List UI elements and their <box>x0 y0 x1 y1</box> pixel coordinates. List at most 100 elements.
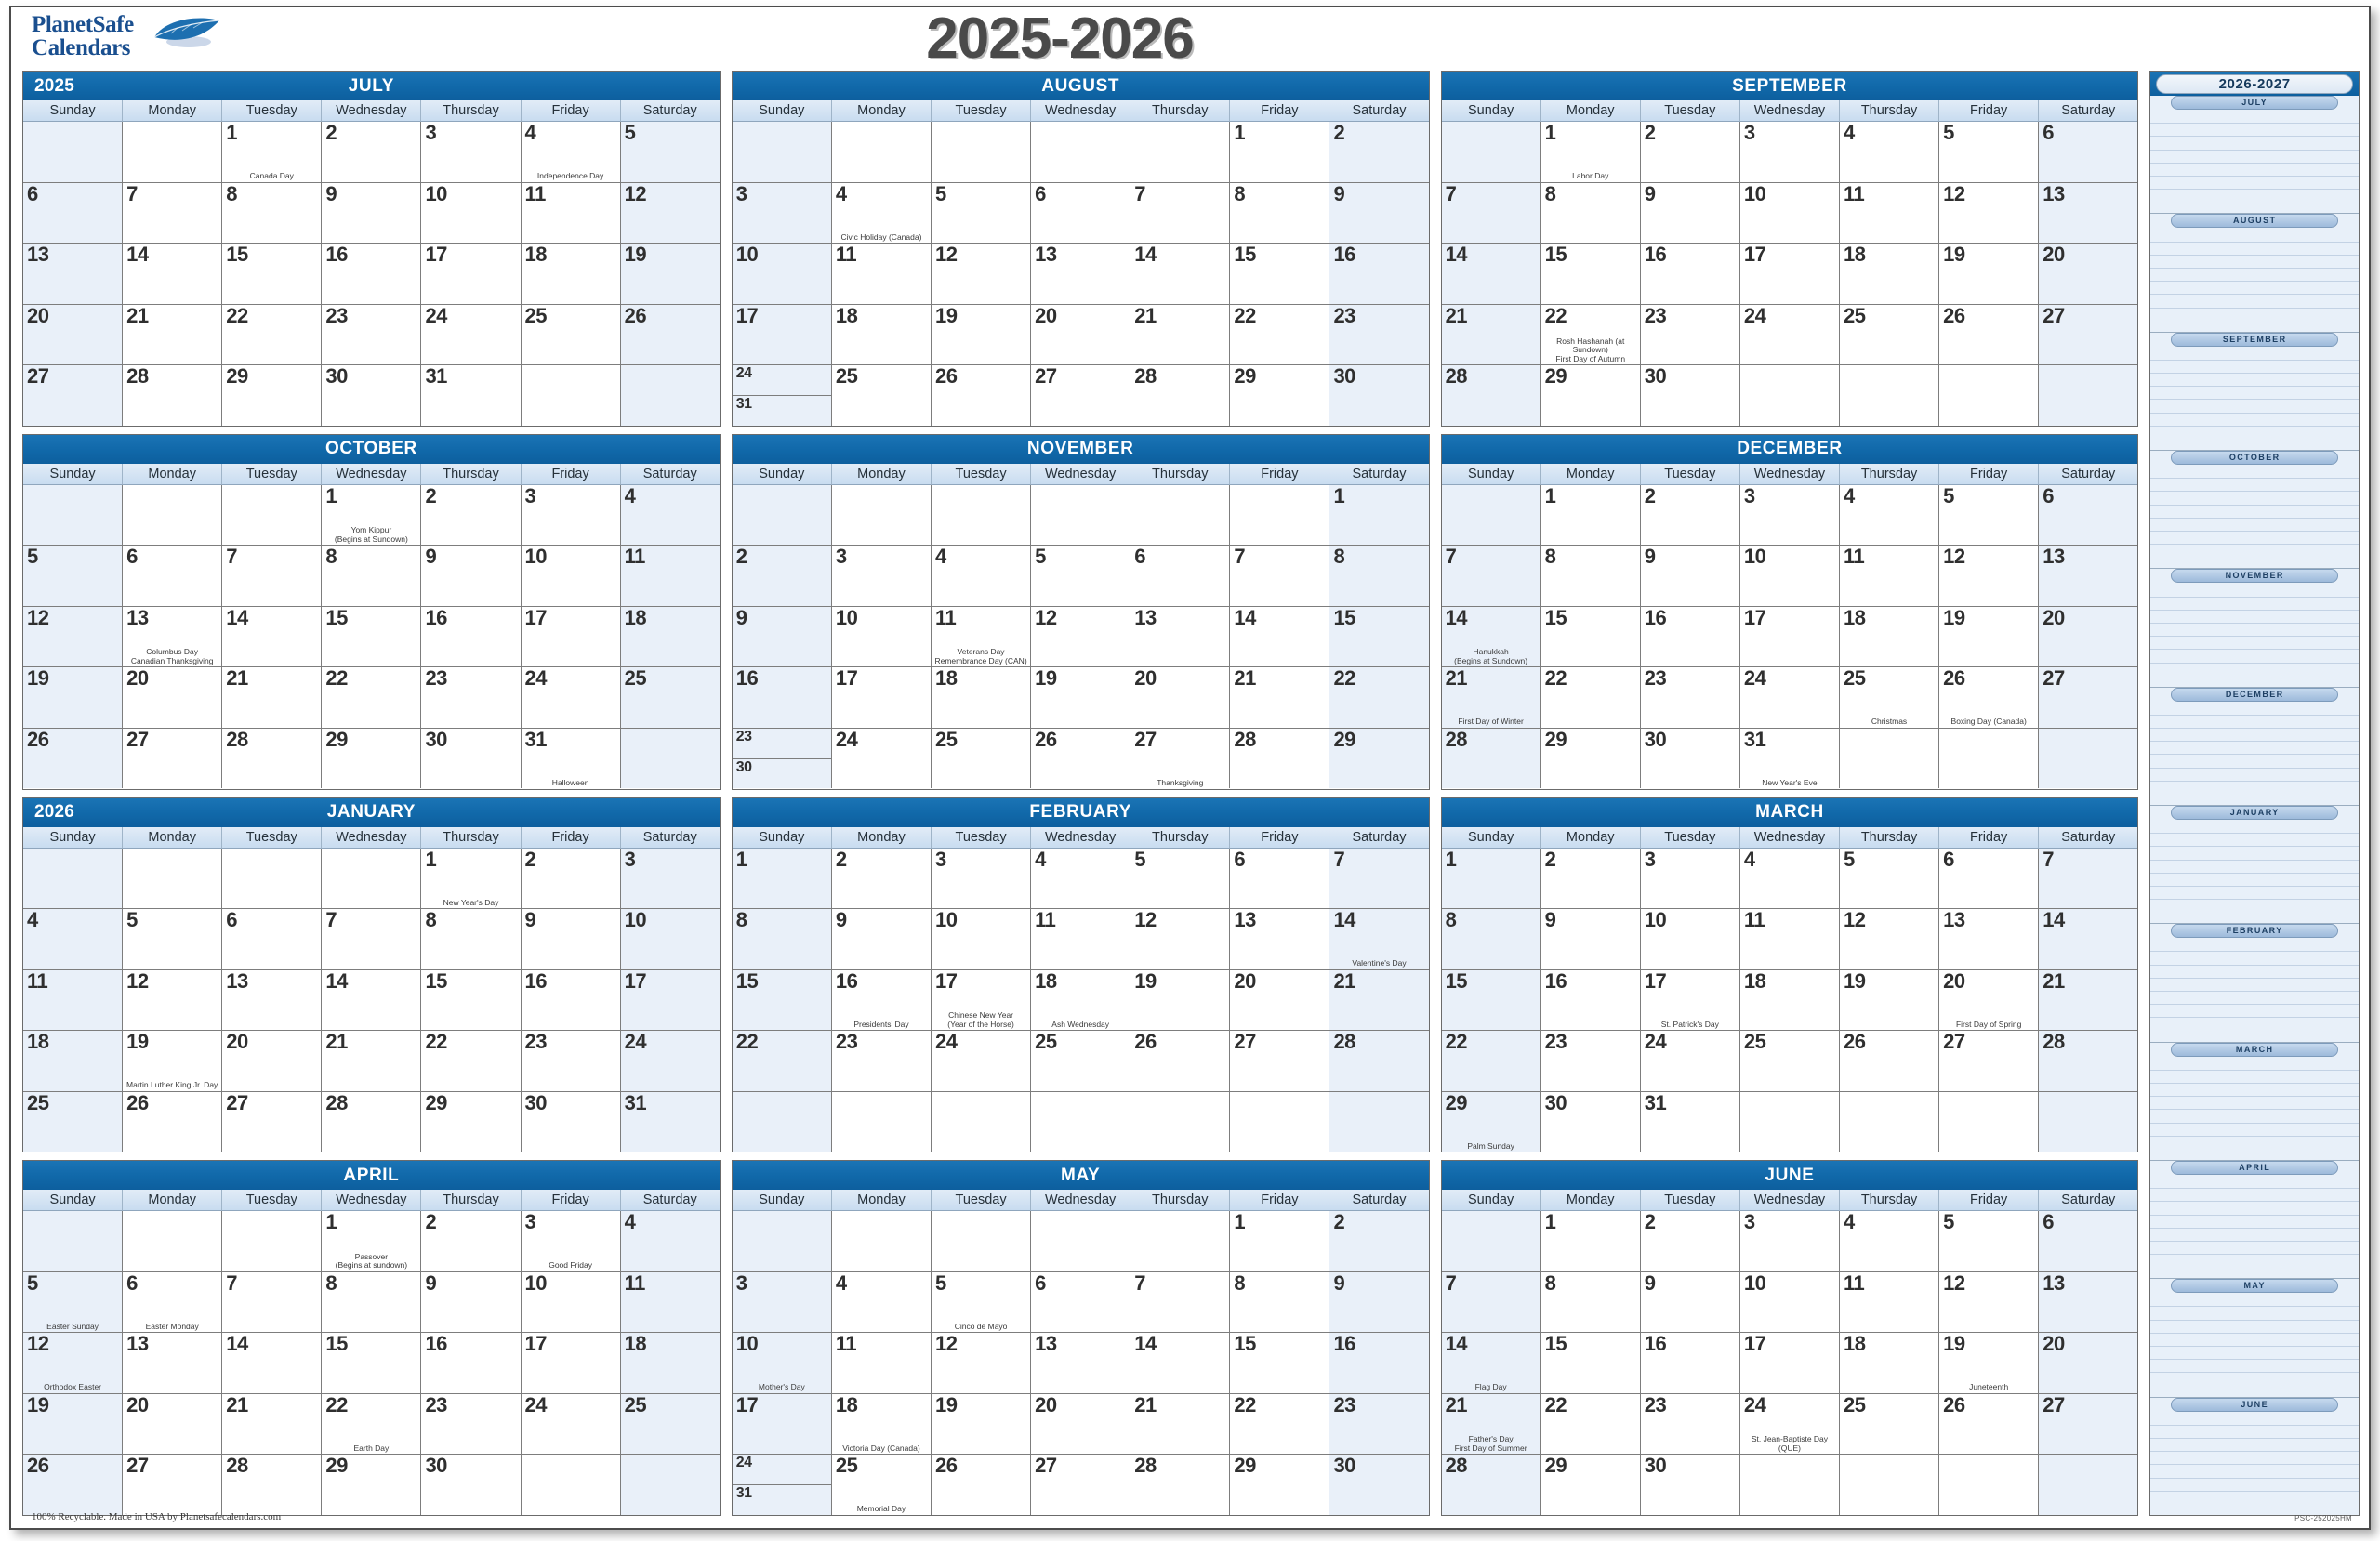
day-cell[interactable]: 8 <box>421 909 522 969</box>
day-cell[interactable]: 27 <box>2039 1393 2138 1455</box>
day-cell[interactable]: 22 Earth Day <box>322 1393 422 1455</box>
day-cell[interactable]: 8 <box>1540 1271 1641 1333</box>
day-cell[interactable]: 15 <box>732 969 832 1031</box>
day-cell[interactable]: 8 <box>1441 909 1541 969</box>
day-cell[interactable]: 9 <box>732 606 832 667</box>
day-cell[interactable]: 12 <box>1939 182 2040 244</box>
day-cell[interactable]: 11 <box>831 244 932 304</box>
day-cell[interactable]: 8 <box>1230 182 1330 244</box>
day-cell[interactable]: 4 <box>1840 484 1940 546</box>
day-cell[interactable]: 21 <box>123 304 223 365</box>
day-cell[interactable]: 4 <box>1739 848 1840 909</box>
day-cell-empty[interactable] <box>222 1211 323 1271</box>
day-cell-empty[interactable] <box>1939 1455 2040 1515</box>
day-cell[interactable]: 5 <box>123 909 223 969</box>
day-cell[interactable]: 12 <box>23 606 124 667</box>
day-cell[interactable]: 19 <box>1939 606 2040 667</box>
day-cell[interactable]: 19 <box>932 304 1032 365</box>
day-cell[interactable]: 26 <box>23 728 124 789</box>
day-cell[interactable]: 25 <box>620 667 720 728</box>
day-cell[interactable]: 11 <box>1031 909 1131 969</box>
sidebar-note-lines[interactable] <box>2150 1175 2359 1278</box>
day-cell[interactable]: 28 <box>1441 728 1541 789</box>
day-cell[interactable]: 28 <box>322 1091 422 1152</box>
day-cell[interactable]: 3 Good Friday <box>521 1211 621 1271</box>
day-cell[interactable]: 3 <box>1739 122 1840 182</box>
day-cell[interactable]: 10 <box>732 244 832 304</box>
day-cell[interactable]: 27 <box>23 365 124 426</box>
day-cell[interactable]: 22 <box>1441 1031 1541 1091</box>
sidebar-note-lines[interactable] <box>2150 583 2359 686</box>
day-cell-empty[interactable] <box>831 484 932 546</box>
day-cell[interactable]: 11 <box>620 546 720 606</box>
day-cell-empty[interactable] <box>831 122 932 182</box>
day-cell[interactable]: 27 <box>1939 1031 2040 1091</box>
day-cell-empty[interactable] <box>1329 1091 1429 1152</box>
day-cell[interactable]: 4 <box>1840 122 1940 182</box>
day-cell[interactable]: 8 <box>322 1271 422 1333</box>
day-cell[interactable]: 1 <box>1540 484 1641 546</box>
day-cell[interactable]: 21 <box>1329 969 1429 1031</box>
day-cell[interactable]: 7 <box>322 909 422 969</box>
day-cell[interactable]: 6 <box>1031 1271 1131 1333</box>
day-cell[interactable]: 12 Orthodox Easter <box>23 1333 124 1393</box>
day-cell[interactable]: 3 <box>521 484 621 546</box>
day-cell[interactable]: 12 <box>1939 1271 2040 1333</box>
day-cell[interactable]: 7 <box>1441 182 1541 244</box>
sidebar-note-lines[interactable] <box>2150 1057 2359 1160</box>
day-cell-empty[interactable] <box>932 122 1032 182</box>
day-cell[interactable]: 17 <box>1739 606 1840 667</box>
day-cell[interactable]: 11 <box>521 182 621 244</box>
day-cell[interactable]: 14 <box>222 606 323 667</box>
day-cell[interactable]: 29 <box>222 365 323 426</box>
day-cell-empty[interactable] <box>732 1211 832 1271</box>
day-cell[interactable]: 17 <box>1739 244 1840 304</box>
day-cell[interactable]: 23 <box>1329 1393 1429 1455</box>
day-cell[interactable]: 15 <box>222 244 323 304</box>
day-cell[interactable]: 16 Presidents' Day <box>831 969 932 1031</box>
day-cell[interactable]: 18 <box>831 304 932 365</box>
day-cell[interactable]: 30 <box>1329 365 1429 426</box>
day-cell[interactable]: 9 <box>1540 909 1641 969</box>
day-cell[interactable]: 4 Independence Day <box>521 122 621 182</box>
sidebar-note-lines[interactable] <box>2150 110 2359 213</box>
day-cell-empty[interactable] <box>23 848 124 909</box>
day-cell[interactable]: 14 <box>2039 909 2138 969</box>
day-cell[interactable]: 5 <box>1939 122 2040 182</box>
day-cell[interactable]: 31 <box>733 1485 831 1515</box>
day-cell[interactable]: 2 <box>831 848 932 909</box>
day-cell[interactable]: 27 <box>123 728 223 789</box>
day-cell[interactable]: 26 <box>23 1455 124 1515</box>
day-cell[interactable]: 6 <box>222 909 323 969</box>
day-cell[interactable]: 18 <box>932 667 1032 728</box>
day-cell[interactable]: 2 <box>1540 848 1641 909</box>
day-cell[interactable]: 22 Rosh Hashanah (at Sundown) First Day o… <box>1540 304 1641 365</box>
day-cell[interactable]: 28 <box>222 1455 323 1515</box>
day-cell[interactable]: 17 <box>1739 1333 1840 1393</box>
day-cell[interactable]: 29 Palm Sunday <box>1441 1091 1541 1152</box>
day-cell-empty[interactable] <box>1031 484 1131 546</box>
day-cell[interactable]: 5 <box>1130 848 1231 909</box>
day-cell[interactable]: 18 <box>1840 244 1940 304</box>
day-cell[interactable]: 14 <box>1130 1333 1231 1393</box>
day-cell[interactable]: 22 <box>222 304 323 365</box>
day-cell[interactable]: 29 <box>322 728 422 789</box>
day-cell[interactable]: 2 <box>421 484 522 546</box>
day-cell[interactable]: 29 <box>421 1091 522 1152</box>
day-cell[interactable]: 15 <box>322 1333 422 1393</box>
day-cell[interactable]: 12 <box>1031 606 1131 667</box>
day-cell[interactable]: 19 <box>1939 244 2040 304</box>
day-cell[interactable]: 11 Veterans Day Remembrance Day (CAN) <box>932 606 1032 667</box>
day-cell[interactable]: 24 <box>521 667 621 728</box>
day-cell-empty[interactable] <box>932 484 1032 546</box>
day-cell[interactable]: 18 Ash Wednesday <box>1031 969 1131 1031</box>
day-cell[interactable]: 26 <box>123 1091 223 1152</box>
day-cell-empty[interactable] <box>1739 365 1840 426</box>
day-cell[interactable]: 5 <box>620 122 720 182</box>
day-cell[interactable]: 6 <box>1939 848 2040 909</box>
day-cell-empty[interactable] <box>2039 1455 2138 1515</box>
day-cell[interactable]: 3 <box>1739 1211 1840 1271</box>
day-cell[interactable]: 29 <box>1329 728 1429 789</box>
day-cell-empty[interactable] <box>732 1091 832 1152</box>
day-cell[interactable]: 10 <box>421 182 522 244</box>
